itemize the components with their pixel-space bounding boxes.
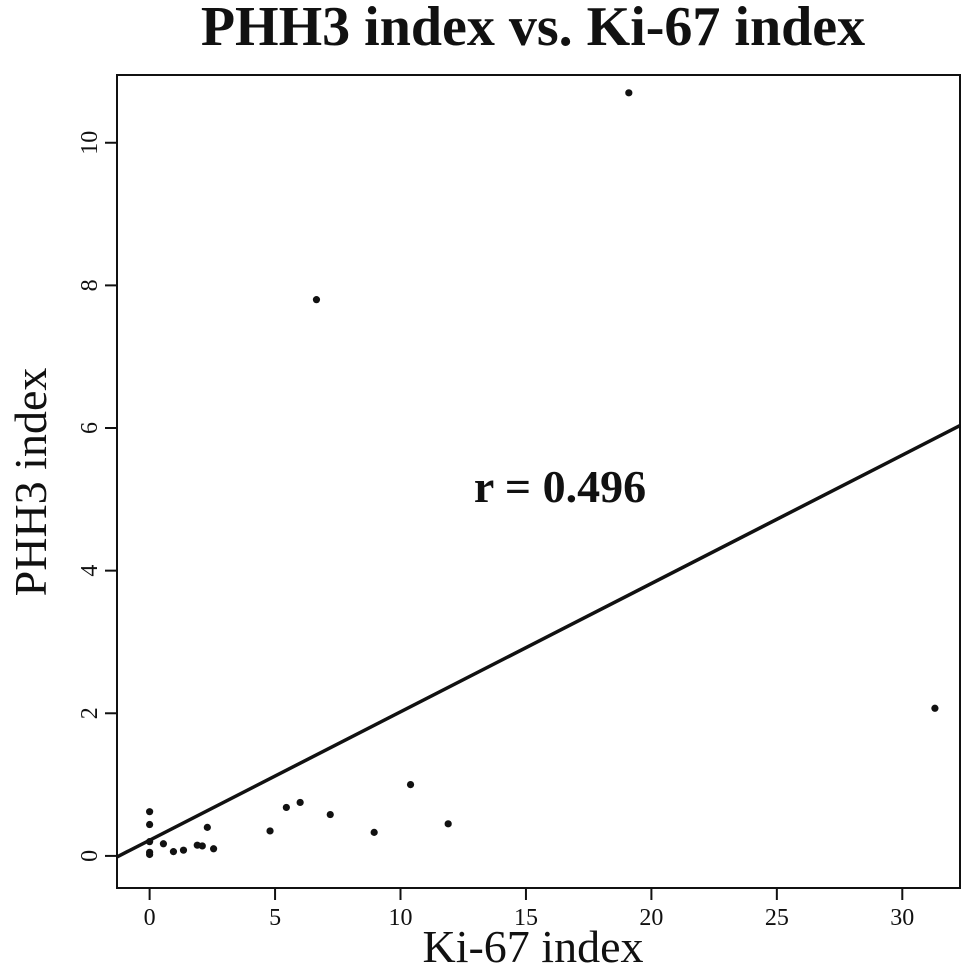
chart-title: PHH3 index vs. Ki-67 index: [201, 0, 865, 58]
x-tick-label: 30: [890, 905, 914, 931]
data-point: [146, 820, 154, 829]
x-tick-label: 0: [144, 905, 156, 931]
data-point: [266, 827, 274, 835]
x-tick-label: 15: [514, 905, 538, 931]
y-tick-label: 4: [77, 565, 103, 577]
data-point: [146, 808, 154, 816]
data-point: [209, 845, 218, 853]
data-point: [282, 803, 290, 812]
data-point: [406, 780, 415, 789]
data-point: [146, 850, 154, 859]
regression-line: [117, 424, 960, 859]
x-tick-label: 20: [639, 905, 663, 931]
data-point: [159, 840, 168, 848]
x-axis: 0 5 10 15 20 25 30: [144, 888, 914, 931]
y-tick-label: 0: [77, 850, 103, 862]
plot-frame: [116, 74, 961, 889]
data-point: [931, 704, 939, 712]
data-point: [296, 798, 304, 807]
x-tick-label: 5: [269, 905, 281, 931]
data-points: [146, 89, 939, 859]
y-tick-label: 2: [77, 707, 103, 719]
data-point: [203, 823, 211, 831]
x-axis-label: Ki-67 index: [422, 921, 643, 968]
x-tick-label: 10: [389, 905, 413, 931]
y-tick-label: 10: [77, 131, 103, 155]
y-tick-label: 6: [77, 422, 103, 434]
data-point: [312, 296, 321, 304]
y-axis: 0 2 4 6 8 10: [77, 131, 117, 862]
data-point: [326, 810, 334, 819]
data-point: [444, 820, 452, 828]
data-point: [625, 89, 633, 97]
x-tick-label: 25: [765, 905, 789, 931]
data-point: [146, 838, 154, 846]
y-tick-label: 8: [77, 279, 103, 291]
data-point: [169, 848, 178, 856]
data-point: [179, 846, 188, 854]
correlation-annotation: r = 0.496: [474, 461, 646, 512]
data-point: [370, 828, 378, 836]
data-point: [198, 842, 206, 850]
y-axis-label: PHH3 index: [5, 368, 56, 597]
